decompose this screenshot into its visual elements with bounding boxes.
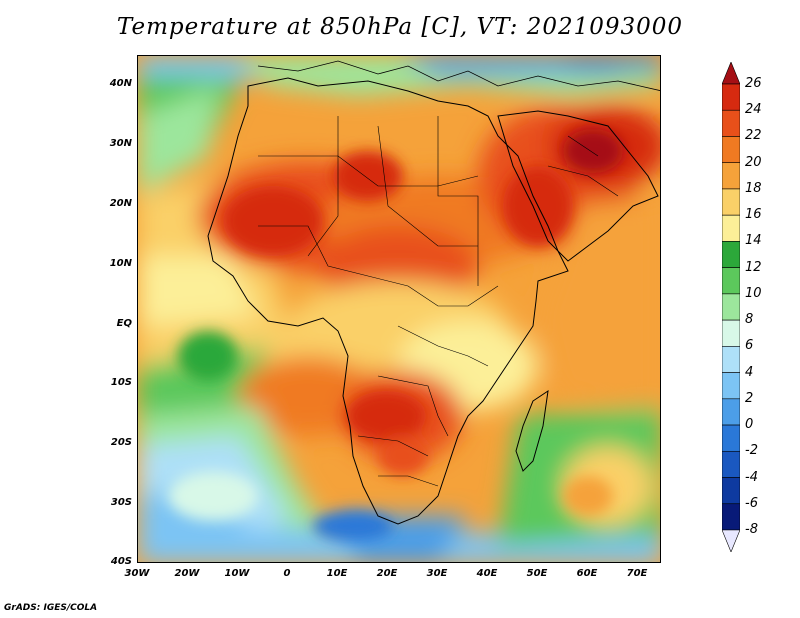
colorbar-label: 8 (745, 312, 754, 328)
colorbar-label: 10 (745, 285, 762, 301)
colorbar-label: 24 (745, 102, 762, 118)
colorbar-segment (722, 319, 740, 347)
lon-tick-0: 0 (283, 568, 291, 579)
colorbar-label: -6 (745, 495, 758, 511)
lon-tick-30w: 30W (124, 568, 150, 579)
colorbar-segment (722, 346, 740, 373)
lon-tick-20e: 20E (376, 568, 398, 579)
colorbar (722, 62, 740, 552)
colorbar-segment (722, 241, 740, 268)
colorbar-label: 14 (745, 233, 762, 249)
lat-tick-20s: 20S (110, 437, 132, 448)
colorbar-label: 12 (745, 259, 762, 275)
colorbar-label: 16 (745, 207, 762, 223)
lat-tick-30s: 30S (110, 497, 132, 508)
lat-tick-10s: 10S (110, 377, 132, 388)
colorbar-segment (722, 372, 740, 400)
colorbar-label: 18 (745, 180, 762, 196)
colorbar-segment (722, 450, 740, 478)
map-svg (138, 56, 660, 562)
coastline (207, 77, 569, 525)
colorbar-segment (722, 503, 740, 531)
madagascar-coastline (515, 389, 549, 472)
lat-tick-eq: EQ (116, 318, 132, 329)
colorbar-segment (722, 293, 740, 321)
colorbar-label: 22 (745, 128, 762, 144)
lat-tick-10n: 10N (109, 258, 132, 269)
chart-title: Temperature at 850hPa [C], VT: 202109300… (116, 14, 684, 40)
colorbar-label: 6 (745, 338, 754, 354)
temperature-map (137, 55, 661, 563)
colorbar-top-arrow (722, 62, 740, 85)
colorbar-segment (722, 477, 740, 505)
colorbar-segment (722, 214, 740, 242)
footer-credit: GrADS: IGES/COLA (4, 603, 98, 613)
lon-tick-20w: 20W (174, 568, 200, 579)
colorbar-label: 2 (745, 390, 754, 406)
colorbar-segment (722, 398, 740, 426)
colorbar-segment (722, 109, 740, 137)
colorbar-label: 26 (745, 76, 762, 91)
colorbar-segment (722, 83, 740, 111)
colorbar-label: 4 (745, 364, 754, 380)
lon-tick-30e: 30E (426, 568, 448, 579)
lon-tick-60e: 60E (576, 568, 598, 579)
lat-tick-40n: 40N (109, 78, 132, 89)
colorbar-segment (722, 188, 740, 216)
lat-tick-20n: 20N (109, 198, 132, 209)
colorbar-segment (722, 162, 740, 190)
colorbar-segment (722, 424, 740, 452)
lon-tick-70e: 70E (626, 568, 648, 579)
colorbar-label: 0 (745, 417, 754, 433)
colorbar-bottom-arrow (722, 529, 740, 552)
colorbar-label: -8 (745, 522, 758, 537)
lon-tick-10w: 10W (224, 568, 250, 579)
lat-tick-30n: 30N (109, 138, 132, 149)
europe-coastline (257, 60, 660, 91)
lon-tick-10e: 10E (326, 568, 348, 579)
lon-tick-50e: 50E (526, 568, 548, 579)
colorbar-label: -4 (745, 469, 758, 485)
lon-tick-40e: 40E (476, 568, 498, 579)
arabia-coastline (497, 110, 659, 262)
colorbar-label: -2 (745, 443, 758, 459)
field-detail-layer (168, 129, 623, 541)
colorbar-label: 20 (745, 154, 762, 170)
lat-tick-40s: 40S (110, 556, 132, 567)
borders (258, 116, 619, 487)
colorbar-segment (722, 136, 740, 164)
colorbar-segment (722, 267, 740, 295)
